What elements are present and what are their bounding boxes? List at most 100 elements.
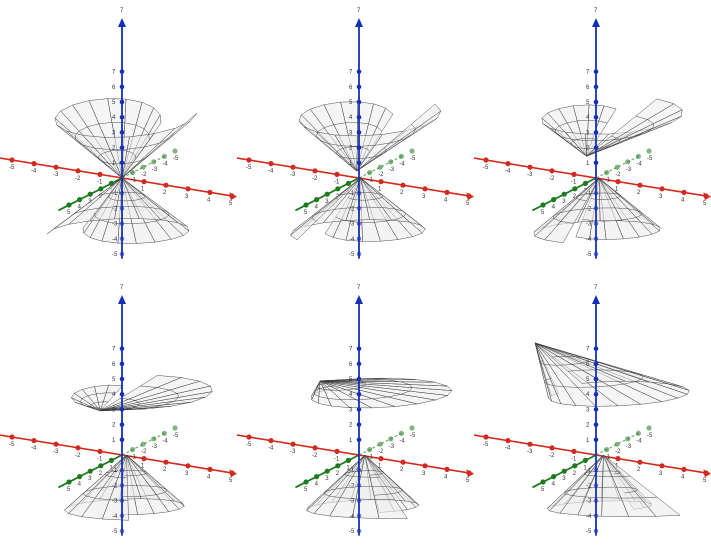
z-axis-tick (356, 437, 362, 443)
x-axis-tick (163, 459, 169, 465)
z-axis-tick (593, 467, 599, 473)
z-axis-tick (119, 437, 125, 443)
z-tick-label: -2 (349, 483, 355, 489)
x-tick-label: -3 (290, 449, 296, 455)
y-axis-tick (66, 202, 72, 208)
x-axis-tick (97, 171, 103, 177)
y-tick-label: -5 (647, 433, 653, 439)
surface-patch (121, 112, 198, 179)
y-tick-label: 3 (325, 476, 329, 482)
x-axis-tick (466, 470, 472, 476)
z-axis-tick (119, 498, 125, 503)
x-tick-label: -4 (505, 446, 511, 452)
x-axis-tick (268, 161, 274, 167)
z-axis-tick (119, 130, 125, 135)
y-axis-tick (388, 159, 394, 165)
surface (46, 98, 198, 244)
z-tick-label: -5 (586, 529, 592, 535)
y-axis-tick (98, 186, 104, 192)
x-axis-tick (9, 434, 15, 440)
z-tick-label: 4 (586, 115, 590, 121)
z-tick-label: -3 (586, 222, 592, 228)
x-axis-tick (549, 168, 555, 174)
y-axis-tick (409, 425, 415, 431)
x-tick-label: 3 (659, 194, 663, 200)
surface-panel-6: -5-4-3-2-112345-5-4-3-2-1123457654321-1-… (474, 277, 711, 554)
x-axis-tick (312, 445, 318, 451)
z-axis-tick (119, 145, 125, 150)
z-axis-top-label: 7 (120, 8, 124, 14)
x-axis-tick (75, 168, 81, 174)
surface-panel-3: -5-4-3-2-112345-5-4-3-2-1123457654321-1-… (474, 0, 711, 277)
y-axis-tick (140, 164, 146, 170)
surface-ring (323, 486, 403, 500)
x-axis-tick (246, 434, 252, 440)
z-axis-tick (119, 483, 125, 488)
z-tick-label: 3 (349, 407, 353, 413)
z-axis-tick (119, 407, 125, 412)
y-tick-label: -3 (152, 167, 158, 173)
y-axis-tick (614, 164, 620, 170)
z-tick-label: -1 (349, 468, 355, 474)
y-axis-tick (345, 180, 351, 186)
z-axis-tick (356, 407, 362, 412)
x-tick-label: -1 (571, 456, 577, 462)
z-axis-tick (593, 99, 599, 105)
y-axis-tick (582, 457, 588, 463)
y-tick-label: -1 (368, 455, 374, 461)
y-tick-label: -4 (636, 438, 642, 444)
z-axis-tick (593, 130, 599, 135)
z-tick-label: 5 (586, 100, 590, 106)
z-axis-tick (119, 513, 125, 519)
surface-ring (570, 135, 621, 149)
z-tick-label: -1 (349, 191, 355, 197)
y-axis-tick (130, 447, 136, 453)
y-tick-label: 4 (78, 205, 82, 211)
surface-ring (539, 356, 590, 366)
x-axis-tick (334, 448, 340, 454)
y-axis-tick (345, 457, 351, 463)
z-tick-label: 2 (586, 423, 590, 429)
y-tick-label: 1 (583, 465, 587, 471)
x-axis-line (0, 157, 237, 198)
y-tick-label: -2 (378, 172, 384, 178)
surface-plot-1: -5-4-3-2-112345-5-4-3-2-1123457654321-1-… (0, 8, 237, 259)
surface-patch (534, 342, 603, 384)
x-axis-line (474, 157, 711, 198)
x-axis-tick (615, 179, 621, 185)
x-axis-tick (75, 445, 81, 451)
x-tick-label: -3 (527, 172, 533, 178)
z-tick-label: -4 (586, 237, 592, 243)
y-axis-tick (367, 447, 373, 453)
y-axis-tick (561, 191, 567, 197)
y-axis-tick (646, 425, 652, 431)
x-axis-tick (615, 456, 621, 462)
z-tick-label: 3 (586, 407, 590, 413)
x-axis-tick (378, 456, 384, 462)
z-tick-label: 1 (112, 161, 116, 167)
z-axis-tick (356, 99, 362, 105)
z-axis-tick (593, 437, 599, 443)
z-tick-label: -2 (586, 206, 592, 212)
y-axis-tick (151, 436, 157, 442)
x-axis-tick (53, 441, 59, 447)
x-axis-tick (207, 466, 213, 472)
surface (290, 101, 442, 242)
surface-ring (313, 378, 413, 400)
y-tick-label: -3 (626, 444, 632, 450)
y-axis-tick (314, 474, 320, 480)
y-tick-label: -1 (605, 455, 611, 461)
y-axis-tick (98, 463, 104, 469)
z-tick-label: 2 (112, 423, 116, 429)
z-axis-tick (119, 376, 125, 382)
z-axis-tick (356, 422, 362, 427)
x-tick-label: 2 (163, 190, 167, 196)
y-axis-tick (335, 463, 341, 469)
z-tick-label: 3 (349, 130, 353, 136)
x-axis-tick (246, 157, 252, 163)
y-tick-label: 5 (541, 487, 545, 493)
x-axis-tick (334, 171, 340, 177)
y-tick-label: 3 (562, 476, 566, 482)
z-axis-arrow (592, 295, 600, 304)
x-tick-label: 4 (207, 197, 211, 203)
